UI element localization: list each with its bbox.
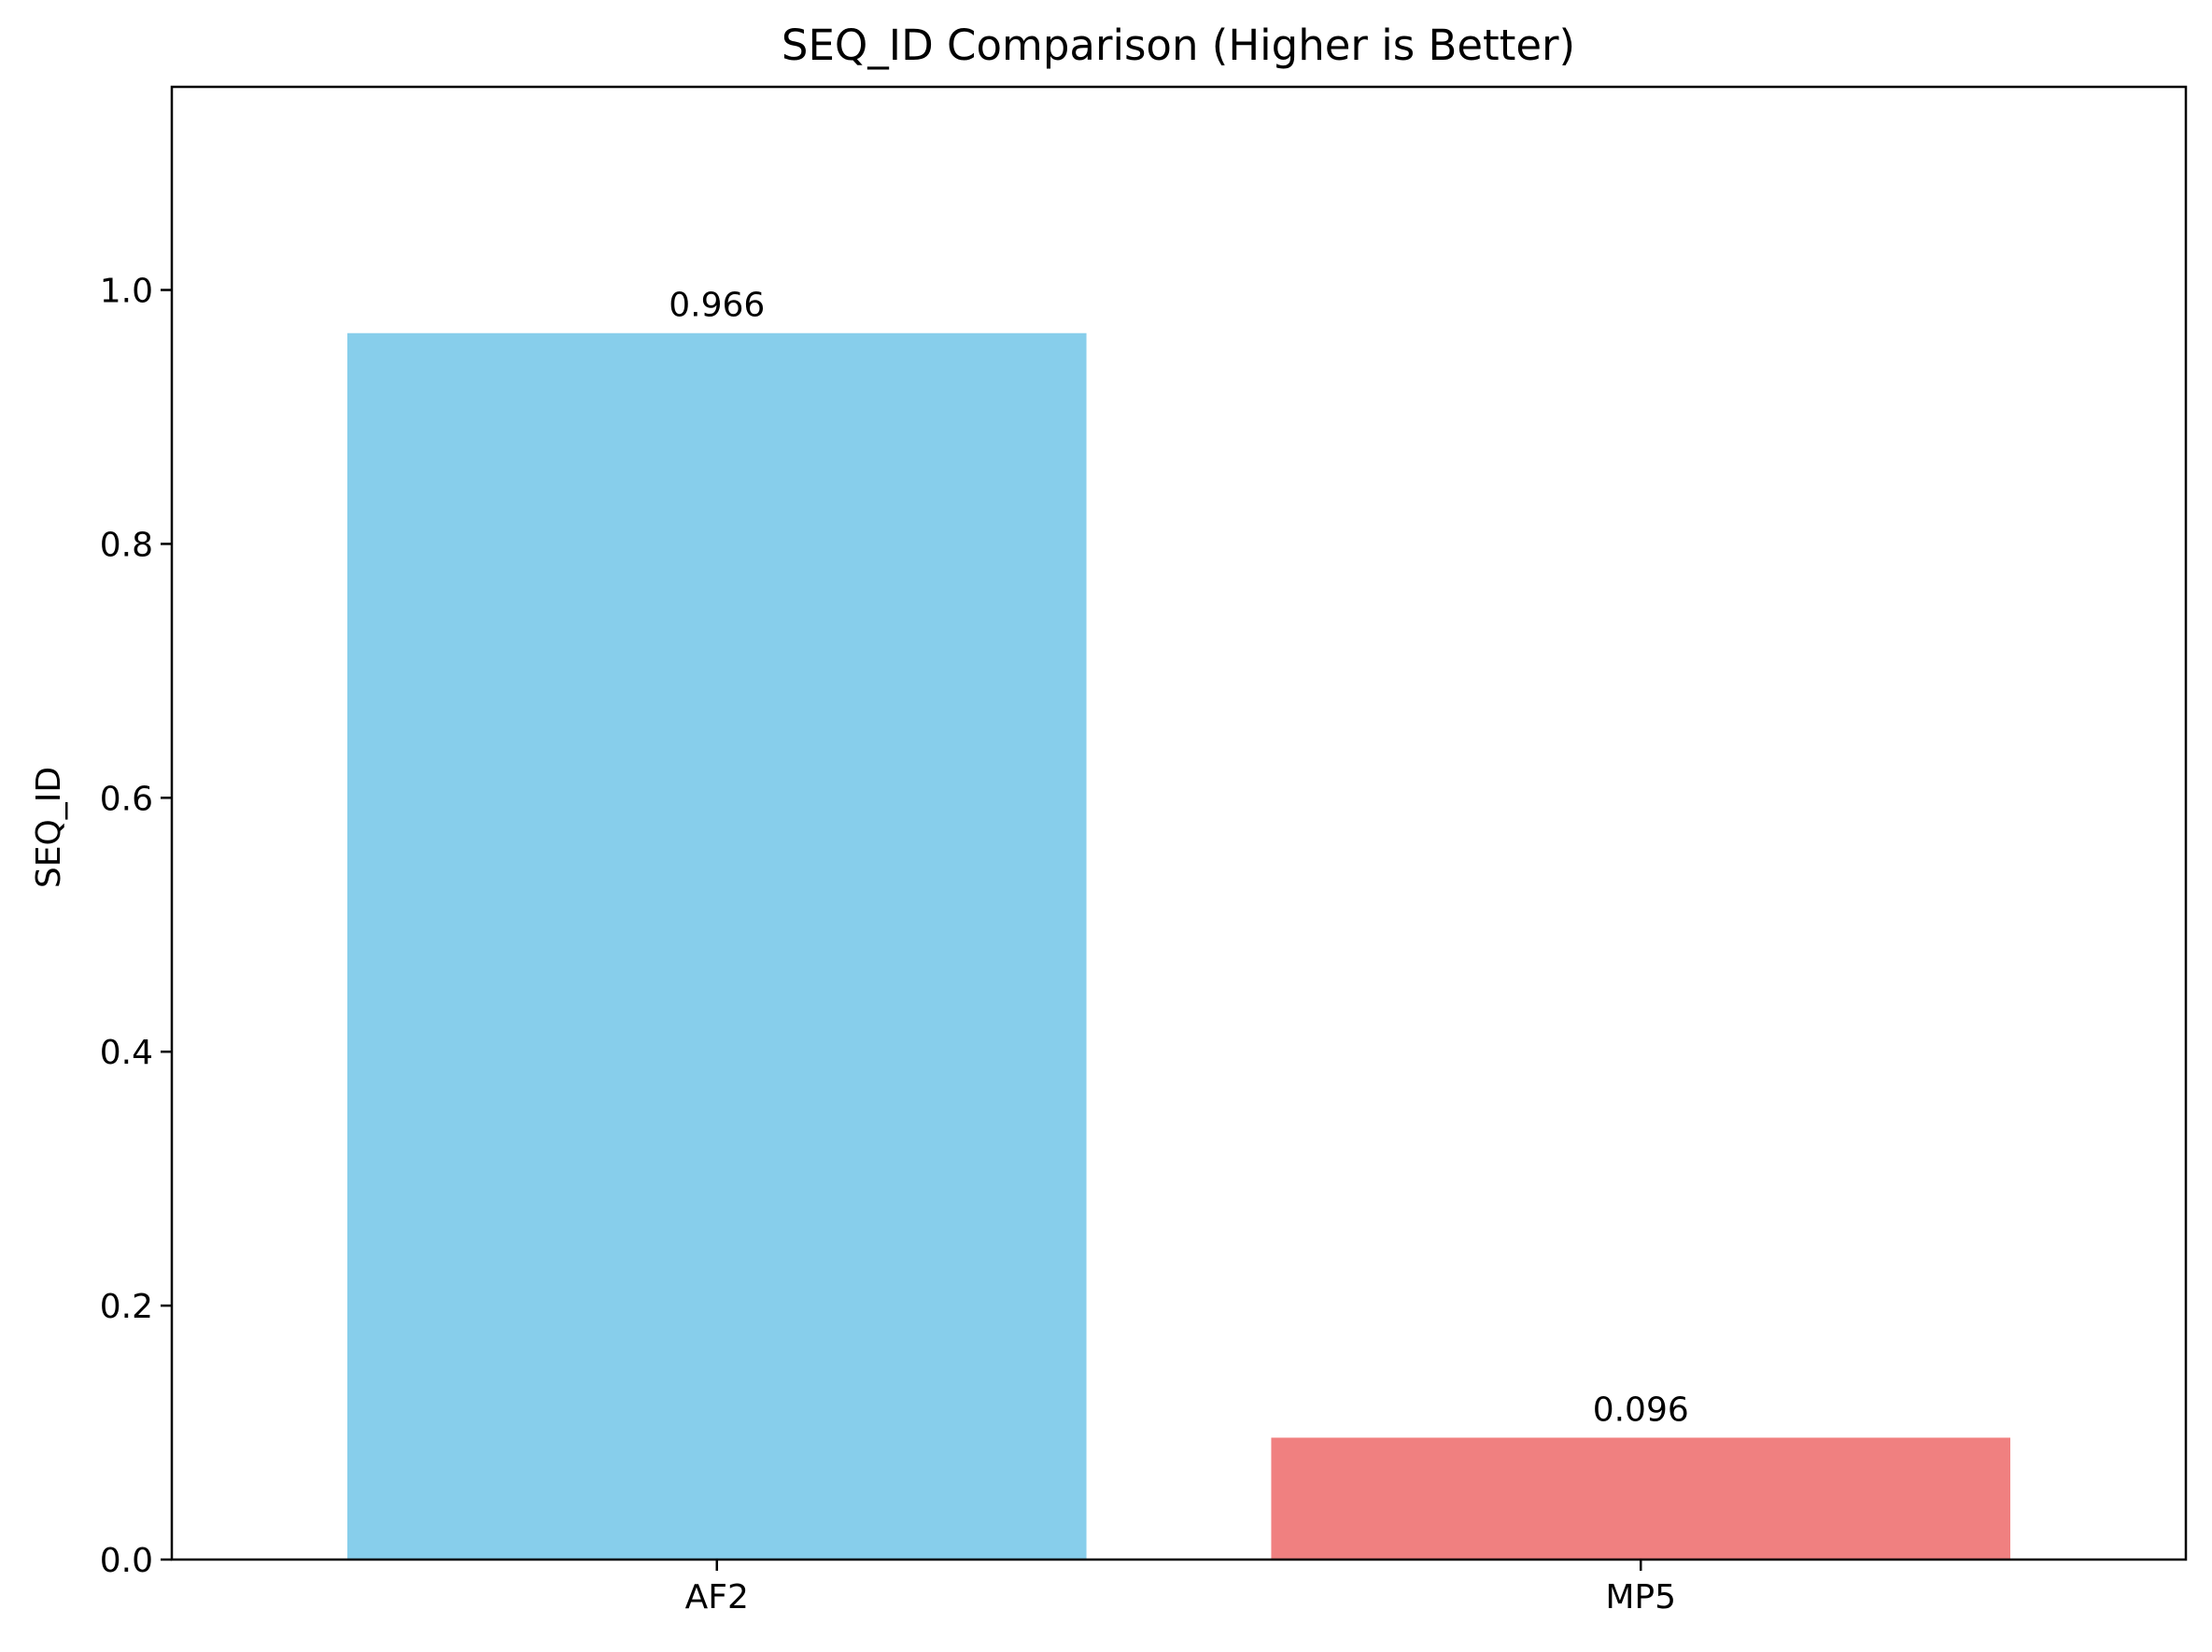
y-tick-label: 0.4 — [100, 1034, 153, 1072]
bar-af2 — [346, 332, 1087, 1560]
bars-group — [346, 332, 2011, 1560]
y-tick-label: 0.0 — [100, 1542, 153, 1580]
x-tick-label-af2: AF2 — [685, 1578, 749, 1617]
plot-area-frame — [170, 85, 2188, 1561]
chart-title: SEQ_ID Comparison (Higher is Better) — [782, 21, 1575, 70]
x-tick-label-mp5: MP5 — [1605, 1578, 1676, 1617]
y-tick-label: 0.8 — [100, 526, 153, 564]
data-label-af2: 0.966 — [669, 287, 765, 325]
x-axis-ticks: AF2 MP5 — [685, 1560, 1676, 1617]
data-labels-group: 0.966 0.096 — [669, 287, 1689, 1430]
y-axis-ticks: 0.0 0.2 0.4 0.6 0.8 1.0 — [100, 273, 172, 1580]
y-tick-label: 0.2 — [100, 1288, 153, 1326]
y-tick-label: 1.0 — [100, 273, 153, 311]
y-tick-label: 0.6 — [100, 780, 153, 818]
bar-mp5 — [1271, 1437, 2011, 1560]
data-label-mp5: 0.096 — [1593, 1391, 1689, 1429]
y-axis-label: SEQ_ID — [30, 767, 68, 888]
